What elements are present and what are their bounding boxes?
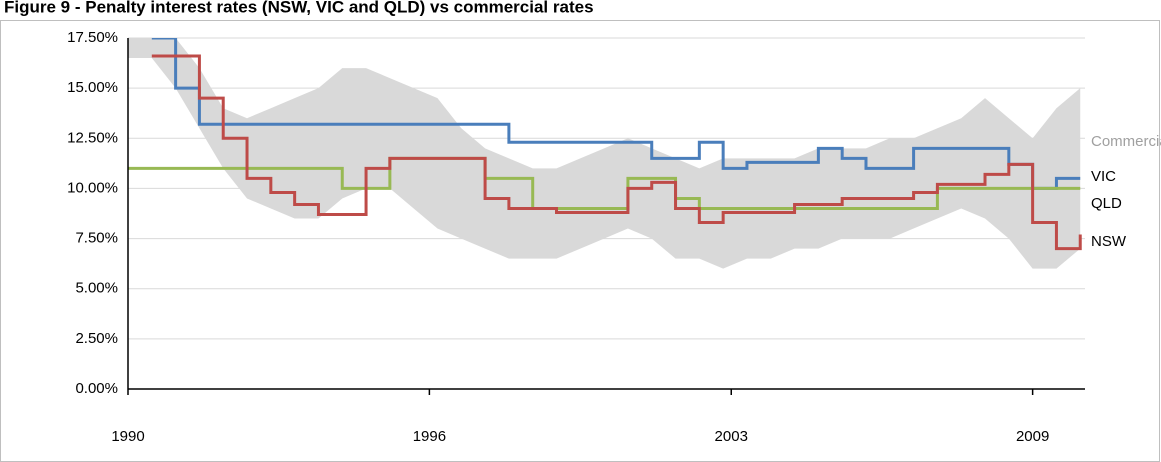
x-tick-label: 2003 [715, 428, 748, 445]
x-tick-label: 1996 [413, 428, 446, 445]
series-label: VIC [1091, 168, 1116, 185]
series-line [151, 38, 1081, 190]
y-tick-label: 12.50% [67, 129, 118, 146]
y-tick-label: 7.50% [75, 230, 118, 247]
series-line [151, 54, 1082, 251]
y-tick-label: 2.50% [75, 330, 118, 347]
y-tick-label: 10.00% [67, 179, 118, 196]
range-area [128, 38, 1081, 269]
chart-title: Figure 9 - Penalty interest rates (NSW, … [4, 0, 594, 16]
y-tick-label: 15.00% [67, 79, 118, 96]
y-tick-label: 0.00% [75, 380, 118, 397]
x-tick-label: 2009 [1016, 428, 1049, 445]
y-tick-label: 5.00% [75, 280, 118, 297]
series-label: NSW [1091, 233, 1127, 250]
series-label: QLD [1091, 195, 1122, 212]
x-tick-label: 1990 [111, 428, 144, 445]
series-label: Commercial [1091, 133, 1161, 150]
y-tick-label: 17.50% [67, 29, 118, 46]
series-line [128, 156, 1081, 210]
